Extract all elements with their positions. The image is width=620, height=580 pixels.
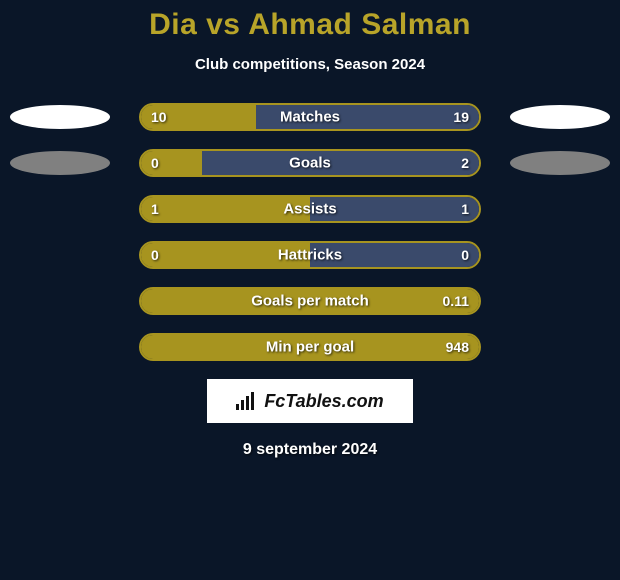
stat-label: Matches <box>280 109 340 126</box>
stat-bar: 0.11 Goals per match <box>139 287 481 315</box>
right-oval-slot <box>500 105 620 129</box>
stat-bar: 0 2 Goals <box>139 149 481 177</box>
bar-holder: 0 0 Hattricks <box>120 241 500 269</box>
page-subtitle: Club competitions, Season 2024 <box>0 56 620 73</box>
stats-area: 10 19 Matches 0 2 Goals 1 1 Assists 0 0 Hattricks 0.… <box>0 103 620 361</box>
bar-holder: 1 1 Assists <box>120 195 500 223</box>
left-oval-slot <box>0 151 120 175</box>
player-oval-left <box>10 151 110 175</box>
logo: FcTables.com <box>236 391 383 412</box>
stat-value-right: 19 <box>453 109 469 125</box>
stat-row: 0 0 Hattricks <box>0 241 620 269</box>
logo-box: FcTables.com <box>207 379 413 423</box>
stat-value-right: 948 <box>446 339 469 355</box>
page-title: Dia vs Ahmad Salman <box>0 8 620 42</box>
date-text: 9 september 2024 <box>0 441 620 459</box>
fill-right <box>202 151 479 175</box>
stat-label: Assists <box>283 201 336 218</box>
stat-value-right: 2 <box>461 155 469 171</box>
stat-row: 10 19 Matches <box>0 103 620 131</box>
player-oval-right <box>510 105 610 129</box>
stat-label: Min per goal <box>266 339 354 356</box>
stat-value-right: 0.11 <box>443 293 469 309</box>
logo-text: FcTables.com <box>264 391 383 412</box>
bars-icon <box>236 392 258 410</box>
stat-row: 1 1 Assists <box>0 195 620 223</box>
stat-label: Goals <box>289 155 331 172</box>
right-oval-slot <box>500 151 620 175</box>
stat-row: 0 2 Goals <box>0 149 620 177</box>
stat-label: Goals per match <box>251 293 369 310</box>
stat-value-right: 0 <box>461 247 469 263</box>
bar-holder: 948 Min per goal <box>120 333 500 361</box>
bar-holder: 0.11 Goals per match <box>120 287 500 315</box>
left-oval-slot <box>0 105 120 129</box>
bar-holder: 10 19 Matches <box>120 103 500 131</box>
player-oval-left <box>10 105 110 129</box>
stat-bar: 10 19 Matches <box>139 103 481 131</box>
player-oval-right <box>510 151 610 175</box>
comparison-card: Dia vs Ahmad Salman Club competitions, S… <box>0 0 620 459</box>
stat-row: 948 Min per goal <box>0 333 620 361</box>
stat-bar: 0 0 Hattricks <box>139 241 481 269</box>
stat-label: Hattricks <box>278 247 342 264</box>
stat-value-left: 0 <box>151 155 159 171</box>
stat-bar: 1 1 Assists <box>139 195 481 223</box>
stat-row: 0.11 Goals per match <box>0 287 620 315</box>
stat-value-left: 0 <box>151 247 159 263</box>
stat-bar: 948 Min per goal <box>139 333 481 361</box>
stat-value-left: 1 <box>151 201 159 217</box>
stat-value-left: 10 <box>151 109 167 125</box>
stat-value-right: 1 <box>461 201 469 217</box>
bar-holder: 0 2 Goals <box>120 149 500 177</box>
